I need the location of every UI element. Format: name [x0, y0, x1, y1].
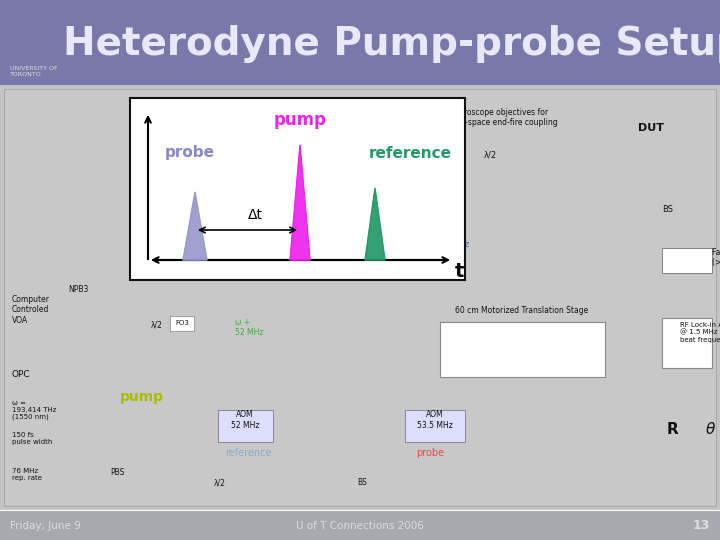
Text: DUT: DUT	[638, 123, 664, 133]
Bar	[440, 322, 605, 377]
Text: NPB3: NPB3	[68, 285, 89, 294]
Text: pump: pump	[120, 390, 164, 404]
Text: U of T Connections 2006: U of T Connections 2006	[296, 521, 424, 531]
Bar	[0, 510, 720, 540]
Text: λ/2: λ/2	[214, 478, 226, 487]
Polygon shape	[290, 145, 310, 260]
Text: BS: BS	[662, 206, 673, 214]
Text: UNIVERSITY OF
TORONTO: UNIVERSITY OF TORONTO	[10, 66, 58, 77]
Bar	[4, 89, 716, 506]
Text: RF Lock-in Amplifier
@ 1.5 MHz
beat frequency: RF Lock-in Amplifier @ 1.5 MHz beat freq…	[680, 322, 720, 342]
Text: reference: reference	[369, 145, 451, 160]
Text: λ/2: λ/2	[151, 321, 163, 329]
Text: ω =
193,414 THz
(1550 nm): ω = 193,414 THz (1550 nm)	[12, 400, 56, 421]
Text: 13: 13	[693, 519, 710, 532]
Bar	[130, 98, 465, 280]
Text: OPC: OPC	[12, 370, 31, 379]
Bar	[0, 0, 720, 85]
Text: Computer
Controled
VOA: Computer Controled VOA	[12, 295, 50, 325]
Text: probe: probe	[416, 448, 444, 458]
Text: ω +
53.5 MHz: ω + 53.5 MHz	[430, 230, 469, 249]
Text: AOM
53.5 MHz: AOM 53.5 MHz	[417, 410, 453, 430]
Text: microscope objectives for
free-space end-fire coupling: microscope objectives for free-space end…	[450, 108, 557, 127]
Text: 150 fs
pulse width: 150 fs pulse width	[12, 432, 53, 445]
Text: Δt: Δt	[248, 208, 263, 222]
Text: Fast Detector
(>> 1.5 MHz): Fast Detector (>> 1.5 MHz)	[712, 248, 720, 267]
Polygon shape	[183, 192, 207, 260]
Text: θ: θ	[706, 422, 715, 437]
Text: AOM
52 MHz: AOM 52 MHz	[230, 410, 259, 430]
Text: pump: pump	[274, 111, 326, 129]
Bar	[218, 410, 273, 442]
Polygon shape	[365, 188, 385, 260]
Bar	[0, 85, 720, 510]
Text: 60 cm Motorized Translation Stage: 60 cm Motorized Translation Stage	[455, 306, 589, 315]
Bar	[662, 318, 712, 368]
Bar	[170, 316, 194, 331]
Text: BS: BS	[357, 478, 367, 487]
Text: 76 MHz
rep. rate: 76 MHz rep. rate	[12, 468, 42, 481]
Text: Heterodyne Pump-probe Setup: Heterodyne Pump-probe Setup	[63, 25, 720, 63]
Bar	[405, 410, 465, 442]
Text: FO3: FO3	[175, 320, 189, 326]
Text: reference: reference	[225, 448, 271, 458]
Text: t: t	[454, 262, 464, 281]
Text: λ/2: λ/2	[483, 151, 497, 159]
Text: probe: probe	[165, 145, 215, 160]
Text: ω +
52 MHz: ω + 52 MHz	[235, 318, 264, 338]
Bar	[662, 248, 712, 273]
Text: Friday, June 9: Friday, June 9	[10, 521, 81, 531]
Text: R: R	[666, 422, 678, 437]
Text: PBS: PBS	[110, 468, 125, 477]
